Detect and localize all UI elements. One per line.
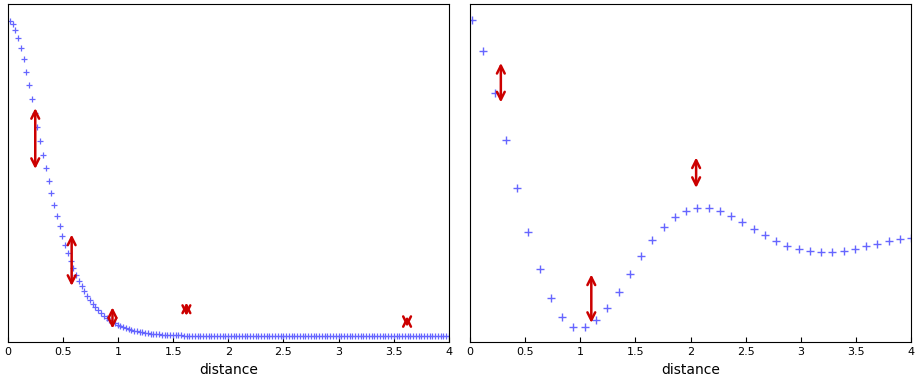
X-axis label: distance: distance	[199, 363, 257, 377]
X-axis label: distance: distance	[661, 363, 720, 377]
